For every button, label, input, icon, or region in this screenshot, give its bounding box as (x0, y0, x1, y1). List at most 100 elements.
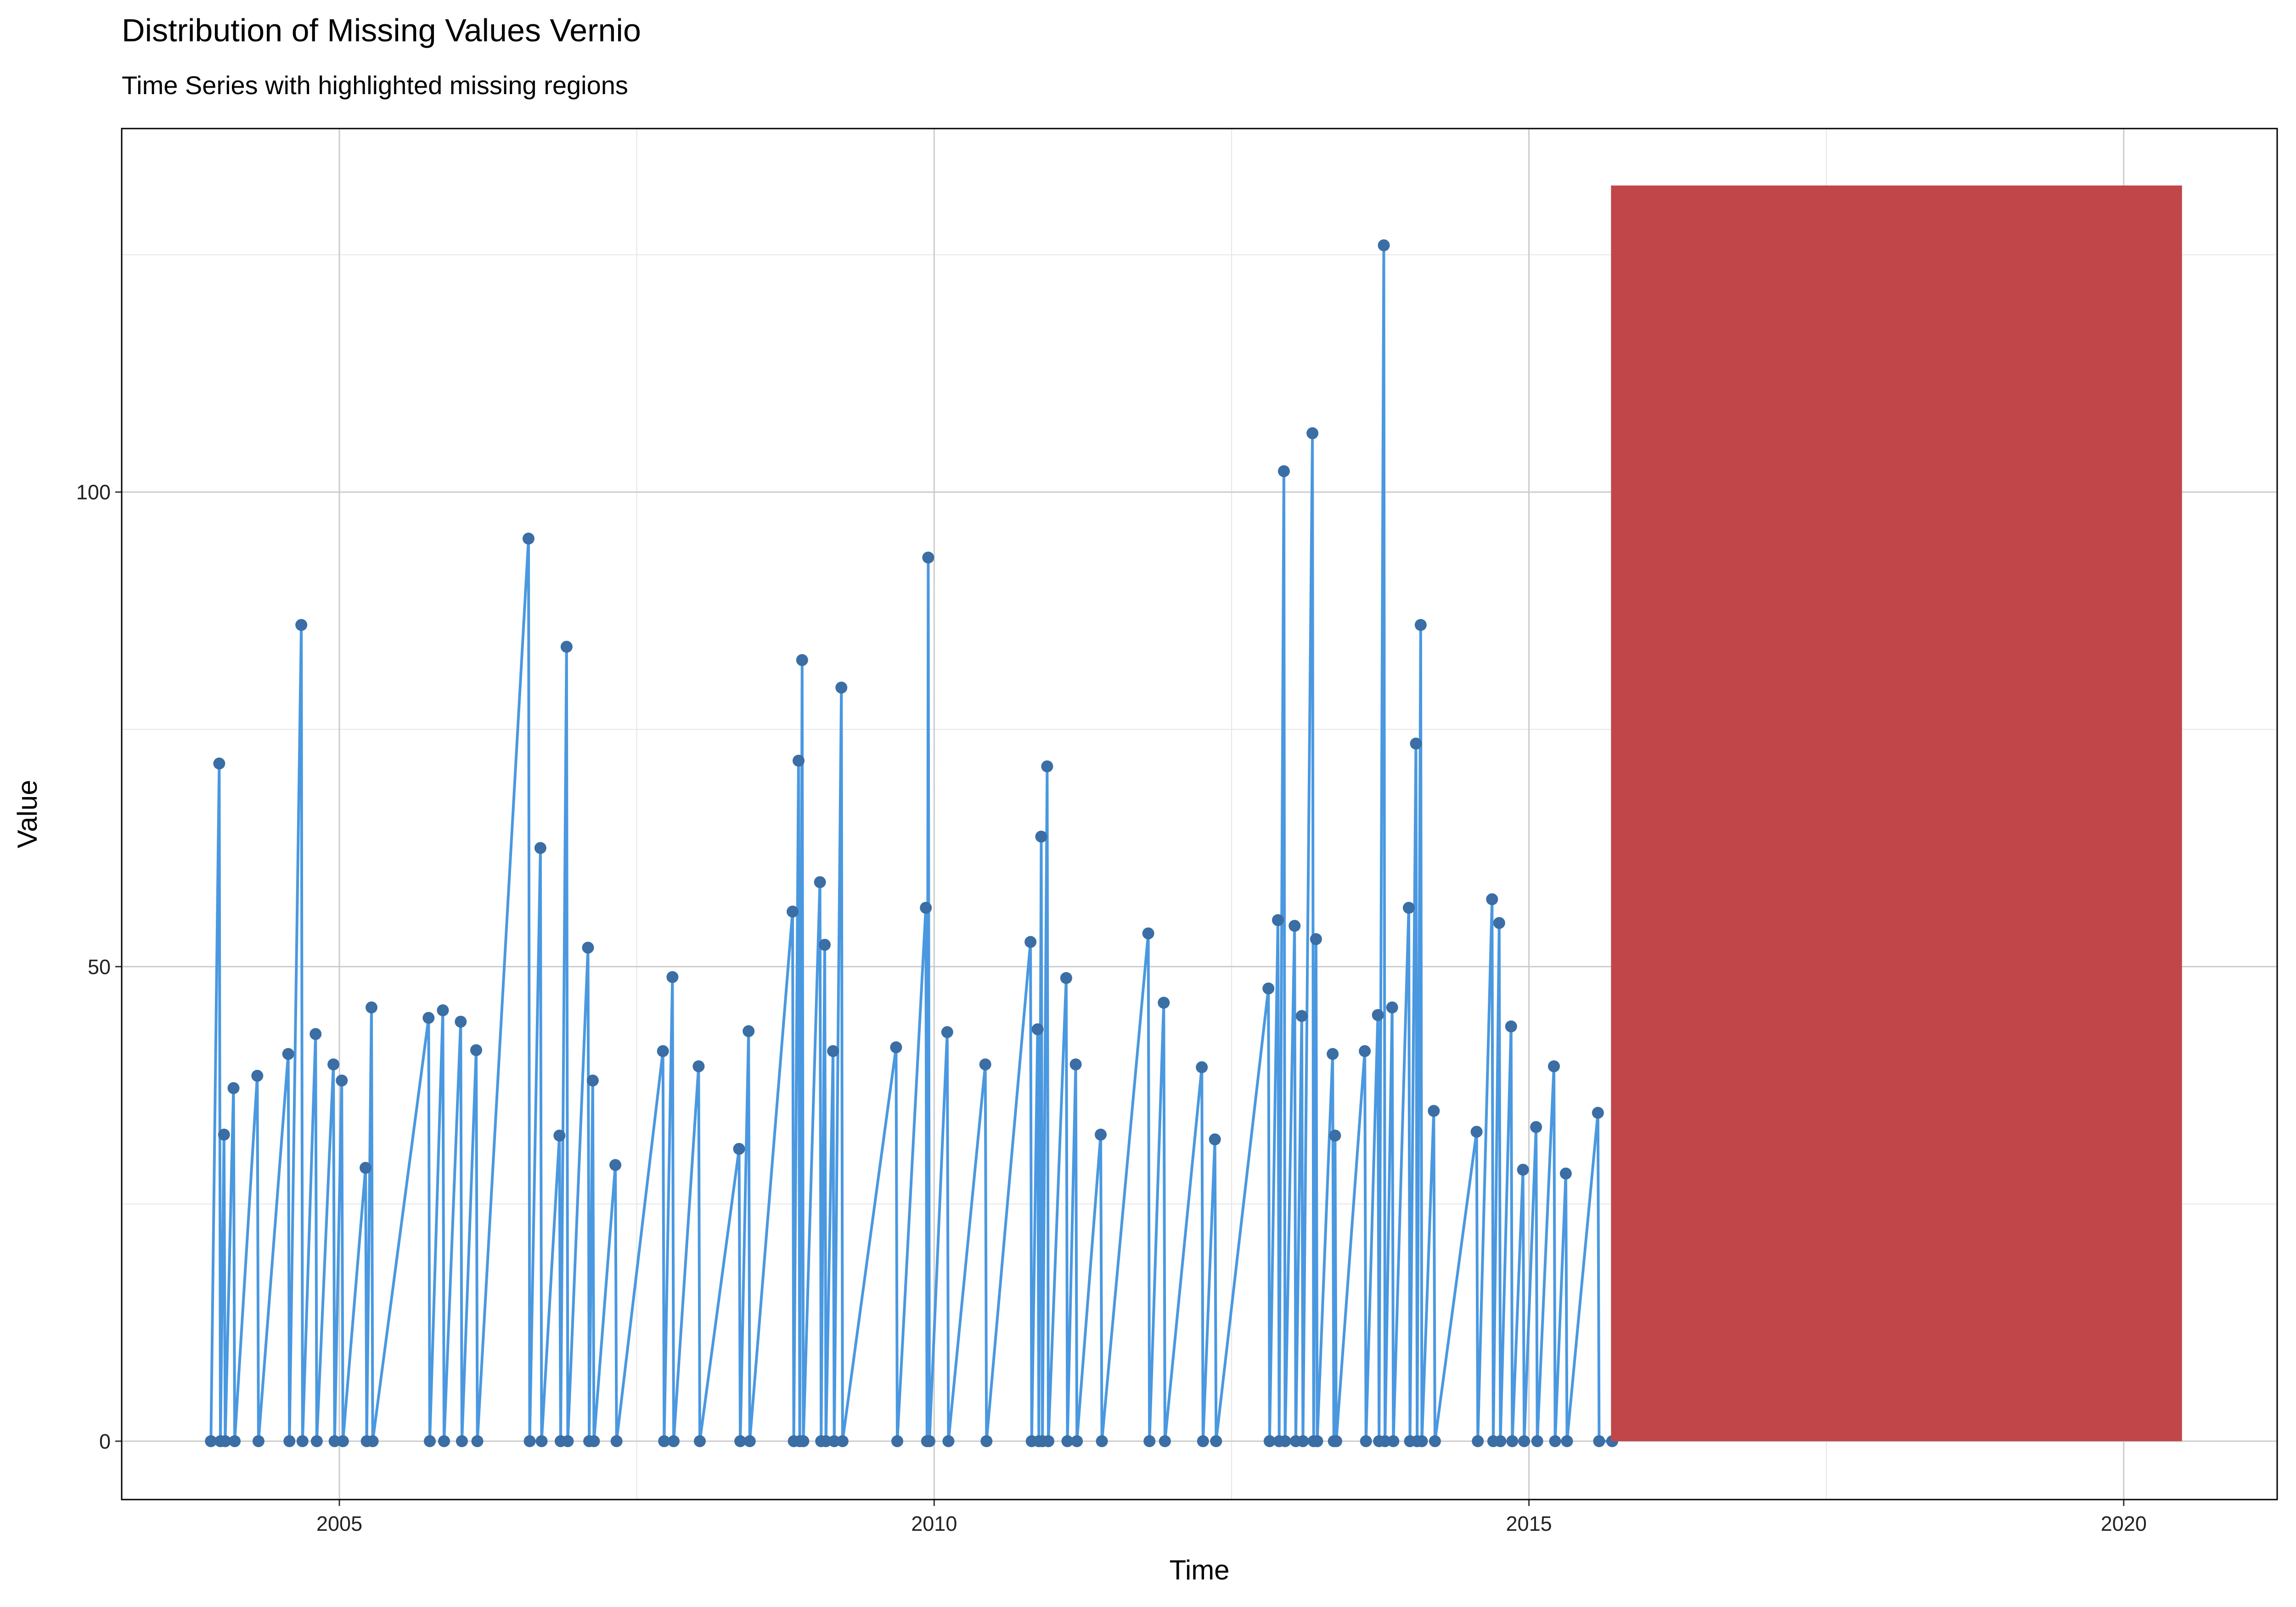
data-point (792, 754, 805, 767)
y-tick-label: 100 (76, 481, 111, 504)
data-point (1035, 831, 1047, 843)
data-point (1592, 1107, 1604, 1119)
data-point (1024, 936, 1037, 948)
x-tick-label: 2020 (2101, 1512, 2147, 1535)
data-point (1561, 1435, 1573, 1447)
data-point (1505, 1020, 1517, 1033)
data-point (1210, 1435, 1222, 1447)
data-point (1414, 619, 1427, 631)
data-point (1042, 1435, 1055, 1447)
data-point (1071, 1435, 1083, 1447)
data-point (890, 1041, 902, 1054)
data-point (891, 1435, 904, 1447)
data-point (835, 681, 848, 694)
data-point (588, 1435, 600, 1447)
data-point (941, 1026, 953, 1038)
data-point (1548, 1060, 1560, 1073)
data-point (692, 1060, 705, 1073)
data-point (327, 1058, 340, 1071)
x-tick-label: 2010 (911, 1512, 957, 1535)
data-point (1069, 1058, 1082, 1071)
data-point (1277, 465, 1290, 478)
data-point (205, 1435, 217, 1447)
chart-subtitle: Time Series with highlighted missing reg… (122, 71, 628, 100)
data-point (1330, 1435, 1342, 1447)
data-point (1360, 1435, 1372, 1447)
data-point (1262, 982, 1275, 995)
data-point (310, 1028, 322, 1040)
data-point (1386, 1001, 1398, 1014)
data-point (1061, 1435, 1074, 1447)
data-point (438, 1435, 450, 1447)
data-point (1329, 1129, 1341, 1142)
data-point (1263, 1435, 1276, 1447)
data-point (1279, 1435, 1291, 1447)
data-point (553, 1129, 566, 1142)
data-point (1142, 927, 1154, 939)
x-tick-label: 2015 (1506, 1512, 1552, 1535)
data-point (667, 1435, 680, 1447)
data-point (1378, 239, 1390, 252)
data-point (796, 654, 808, 666)
data-point (310, 1435, 323, 1447)
data-point (1289, 920, 1301, 932)
data-point (1470, 1125, 1483, 1138)
data-point (942, 1435, 955, 1447)
data-point (1506, 1435, 1519, 1447)
x-axis-title: Time (1169, 1555, 1229, 1585)
data-point (1159, 1435, 1171, 1447)
x-tick-label: 2005 (316, 1512, 362, 1535)
data-point (471, 1435, 484, 1447)
data-point (828, 1435, 840, 1447)
data-point (423, 1435, 436, 1447)
data-point (743, 1435, 756, 1447)
data-point (456, 1435, 468, 1447)
data-point (422, 1011, 435, 1024)
data-point (282, 1048, 294, 1060)
data-point (1429, 1435, 1441, 1447)
data-point (693, 1435, 706, 1447)
data-point (1297, 1435, 1309, 1447)
data-point (820, 1435, 832, 1447)
data-point (535, 1435, 548, 1447)
data-point (1311, 1435, 1323, 1447)
data-point (1094, 1129, 1107, 1141)
data-point (609, 1159, 622, 1171)
data-point (1559, 1167, 1572, 1180)
data-point (582, 941, 594, 954)
data-point (437, 1004, 449, 1017)
plot-border (121, 128, 2278, 1500)
data-point (1402, 902, 1415, 914)
data-point (1472, 1435, 1484, 1447)
data-point (586, 1074, 599, 1087)
data-point (218, 1129, 230, 1141)
data-point (1410, 737, 1422, 750)
data-point (920, 902, 932, 914)
data-point (657, 1045, 669, 1057)
chart-title: Distribution of Missing Values Vernio (122, 12, 641, 48)
data-point (1327, 1048, 1339, 1060)
data-point (295, 619, 308, 631)
data-point (1041, 760, 1053, 773)
data-point (1494, 1435, 1507, 1447)
data-point (219, 1435, 231, 1447)
data-point (827, 1045, 839, 1057)
data-point (1310, 933, 1322, 945)
missing-region (1611, 185, 2182, 1441)
data-point (836, 1435, 849, 1447)
data-point (658, 1435, 670, 1447)
data-point (1493, 917, 1505, 929)
data-point (252, 1435, 264, 1447)
data-point (328, 1435, 341, 1447)
data-point (251, 1070, 264, 1082)
data-point (366, 1001, 378, 1014)
data-point (1359, 1045, 1371, 1057)
data-point (797, 1435, 810, 1447)
data-point (213, 757, 225, 770)
data-point (1518, 1435, 1531, 1447)
data-point (1428, 1105, 1440, 1117)
data-point (523, 1435, 536, 1447)
data-point (283, 1435, 296, 1447)
data-point (1486, 893, 1498, 905)
